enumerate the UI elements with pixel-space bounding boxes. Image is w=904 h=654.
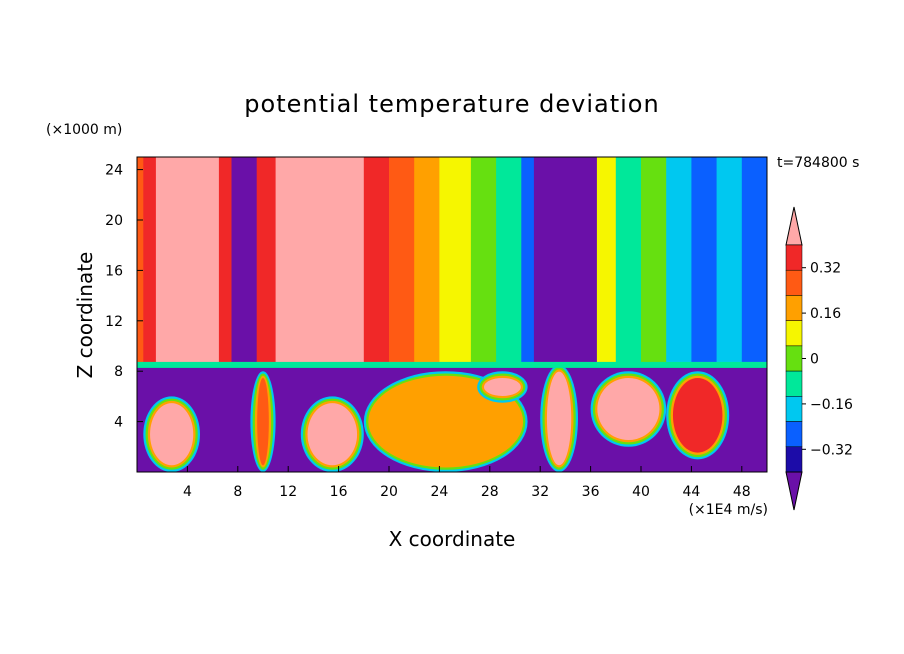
x-tick-label-1: 8 (233, 484, 242, 500)
colorbar-label-1: 0.16 (810, 306, 841, 322)
lower-feature-6-ring-3 (597, 377, 660, 441)
time-label: t=784800 s (777, 155, 859, 171)
interface-line (137, 361, 767, 368)
upper-column-1 (143, 157, 157, 365)
upper-column-19 (691, 157, 718, 365)
x-tick-label-3: 16 (330, 484, 348, 500)
colorbar-segment-4 (785, 345, 803, 372)
colorbar-label-0: 0.32 (810, 261, 841, 277)
x-tick-label-7: 32 (531, 484, 549, 500)
x-tick-label-8: 36 (582, 484, 600, 500)
upper-column-13 (521, 157, 535, 365)
upper-column-15 (596, 157, 617, 365)
y-tick-label-2: 12 (105, 314, 123, 330)
lower-feature-5 (540, 364, 578, 472)
colorbar-label-2: 0 (810, 352, 819, 368)
y-axis-title: Z coordinate (73, 252, 97, 379)
colorbar-segment-3 (785, 320, 803, 347)
upper-column-2 (155, 157, 220, 365)
colorbar-segment-5 (785, 370, 803, 397)
colorbar-segment-1 (785, 269, 803, 296)
upper-column-9 (414, 157, 440, 365)
colorbar-label-4: −0.32 (810, 442, 853, 458)
upper-column-21 (741, 157, 767, 365)
colorbar-min-extension (785, 471, 803, 511)
upper-column-7 (363, 157, 390, 365)
x-axis: 4 8 12 16 20 24 28 32 36 40 44 48 (183, 466, 751, 500)
upper-column-18 (666, 157, 692, 365)
upper-column-12 (496, 157, 522, 365)
upper-column-6 (275, 157, 365, 365)
upper-column-5 (256, 157, 277, 365)
lower-feature-1 (250, 371, 276, 472)
colorbar-max-extension (785, 206, 803, 246)
upper-column-3 (218, 157, 232, 365)
upper-column-4 (231, 157, 258, 365)
colorbar-segment-8 (785, 446, 803, 473)
colorbar: 0.32 0.16 0 −0.16 −0.32 (785, 206, 853, 511)
lower-feature-7 (666, 371, 730, 460)
plot-frame (136, 156, 768, 473)
y-tick-label-3: 16 (105, 263, 123, 279)
x-tick-label-10: 44 (682, 484, 700, 500)
x-tick-label-4: 20 (380, 484, 398, 500)
x-tick-label-9: 40 (632, 484, 650, 500)
y-tick-label-1: 8 (114, 364, 123, 380)
lower-feature-0 (143, 396, 200, 472)
lower-feature-2 (300, 396, 364, 472)
plot-field (137, 157, 767, 472)
x-tick-label-5: 24 (430, 484, 448, 500)
chart-title: potential temperature deviation (244, 90, 659, 118)
colorbar-segment-2 (785, 295, 803, 321)
lower-feature-4-ring-3 (483, 377, 521, 396)
x-units-label: (×1E4 m/s) (689, 502, 768, 518)
lower-feature-3-ring-3 (370, 377, 521, 466)
lower-feature-4 (477, 371, 528, 403)
y-tick-label-5: 24 (105, 163, 123, 179)
lower-feature-2-ring-3 (307, 403, 358, 466)
upper-column-17 (641, 157, 667, 365)
lower-feature-7-ring-3 (672, 377, 723, 453)
x-tick-label-6: 28 (481, 484, 499, 500)
y-axis: 4 8 12 16 20 24 (105, 163, 143, 431)
lower-feature-0-ring-3 (150, 403, 194, 466)
y-units-label: (×1000 m) (46, 122, 122, 138)
y-tick-label-4: 20 (105, 213, 123, 229)
colorbar-segment-6 (785, 396, 803, 422)
x-tick-label-0: 4 (183, 484, 192, 500)
colorbar-segment-0 (785, 244, 803, 271)
lower-feature-6 (590, 371, 667, 447)
x-tick-label-11: 48 (733, 484, 751, 500)
y-tick-label-0: 4 (114, 415, 123, 431)
lower-feature-5-ring-3 (546, 371, 572, 466)
x-tick-label-2: 12 (279, 484, 297, 500)
upper-column-10 (439, 157, 472, 365)
lower-feature-1-ring-3 (257, 377, 269, 466)
upper-column-14 (533, 157, 598, 365)
upper-column-20 (716, 157, 743, 365)
colorbar-label-3: −0.16 (810, 397, 853, 413)
upper-column-8 (389, 157, 415, 365)
x-axis-title: X coordinate (389, 527, 516, 551)
colorbar-segment-7 (785, 421, 803, 448)
upper-column-16 (615, 157, 642, 365)
upper-column-11 (470, 157, 497, 365)
lower-feature-3 (363, 371, 528, 472)
upper-column-0 (137, 157, 144, 365)
